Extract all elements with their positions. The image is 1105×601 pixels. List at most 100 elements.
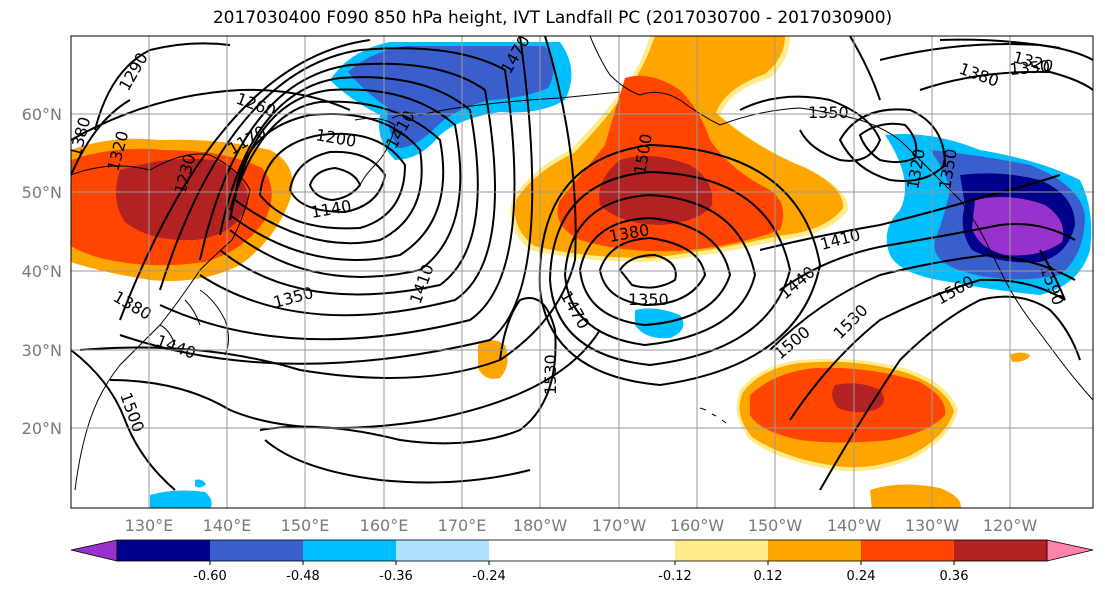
colorbar-tick-label: -0.48	[286, 569, 320, 584]
latitude-labels: 60°N 50°N 40°N 30°N 20°N	[22, 105, 62, 438]
shade-small-blue-2	[150, 490, 212, 508]
coastline-alaska	[589, 36, 961, 201]
lat-label: 30°N	[22, 341, 62, 360]
contour-label: 1350	[628, 290, 669, 309]
contour-1500-w	[71, 349, 176, 491]
colorbar-extend-low	[70, 539, 118, 562]
colorbar-cell	[210, 540, 304, 561]
contour-label: 1350	[808, 103, 849, 122]
colorbar-cell	[954, 540, 1048, 561]
contour-w-7	[119, 36, 534, 365]
longitude-labels: 130°E 140°E 150°E 160°E 170°E 180°W 170°…	[125, 516, 1038, 535]
map-title: 2017030400 F090 850 hPa height, IVT Land…	[212, 8, 893, 28]
map-area: 1290 1260 1320 1380 1230 1170 1200 1140 …	[71, 36, 1093, 508]
lon-label: 140°E	[203, 516, 252, 535]
map-frame	[70, 35, 1094, 509]
coastline-asia	[71, 153, 251, 491]
contour-w-2	[229, 100, 445, 261]
lon-label: 160°W	[670, 516, 725, 535]
lon-label: 170°E	[438, 516, 487, 535]
contour-e-1500	[769, 253, 1076, 351]
contour-low-1140	[308, 166, 362, 202]
shade-pnw-purple	[972, 196, 1064, 256]
lon-label: 170°W	[592, 516, 647, 535]
shade-small-blue-3	[195, 479, 206, 488]
ivt-shading	[71, 36, 1092, 508]
contour-low2-1440	[563, 193, 757, 347]
contour-w-5	[199, 62, 496, 317]
contour-ne-4	[919, 70, 1093, 91]
lat-label: 40°N	[22, 262, 62, 281]
contour-1290	[94, 42, 231, 131]
lon-label: 150°E	[281, 516, 330, 535]
colorbar: -0.60 -0.48 -0.36 -0.24 -0.12 0.12 0.24 0.36	[70, 539, 1094, 584]
contour-low2-1380	[598, 236, 707, 307]
contour-e-1560	[819, 295, 1081, 491]
contour-e-1590	[1039, 249, 1066, 301]
contour-label: 1530	[541, 354, 560, 395]
height-contours	[71, 36, 1093, 491]
contour-ne-6	[939, 38, 1061, 49]
contour-low2-1470	[548, 170, 792, 367]
colorbar-tick-label: -0.12	[658, 569, 692, 584]
lon-label: 140°W	[827, 516, 882, 535]
colorbar-tick-label: -0.60	[193, 569, 227, 584]
lat-label: 50°N	[22, 183, 62, 202]
colorbar-cell	[768, 540, 862, 561]
colorbar-tick-label: 0.24	[847, 569, 876, 584]
colorbar-cell	[303, 540, 397, 561]
colorbar-cell	[861, 540, 955, 561]
contour-low-1200	[258, 132, 407, 230]
coastlines	[71, 36, 1093, 491]
colorbar-frame	[116, 539, 1048, 562]
contour-ne-2	[858, 122, 918, 164]
colorbar-cell	[117, 540, 211, 561]
colorbar-tick-label: 0.36	[940, 569, 969, 584]
contour-w-8	[79, 36, 577, 379]
contour-w-3	[229, 88, 462, 278]
graticule	[71, 36, 1093, 508]
contour-1530-w	[259, 297, 557, 445]
contour-ne-5	[879, 43, 1093, 61]
colorbar-cell	[675, 540, 769, 561]
contour-w-6	[159, 47, 516, 341]
contour-ne-3	[838, 108, 947, 182]
lat-label: 20°N	[22, 419, 62, 438]
lon-label: 150°W	[748, 516, 803, 535]
contour-ne-1	[739, 95, 882, 162]
coastline-korea-japan	[159, 289, 229, 356]
coastline-aleutians	[419, 91, 621, 116]
contour-low-1170	[288, 150, 387, 214]
contour-low2-1500	[538, 143, 822, 387]
contour-e-1440	[779, 223, 1076, 291]
lon-label: 130°E	[125, 516, 174, 535]
lon-label: 160°E	[360, 516, 409, 535]
colorbar-cell	[582, 540, 676, 561]
colorbar-cell	[396, 540, 490, 561]
contour-label: 1350	[1009, 57, 1051, 79]
contour-e-1410	[759, 174, 1061, 251]
colorbar-tick-label: -0.24	[472, 569, 506, 584]
colorbar-cell	[489, 540, 583, 561]
colorbar-extend-high	[1046, 539, 1094, 562]
colorbar-tick-label: -0.36	[379, 569, 413, 584]
contour-1530-tail	[264, 439, 531, 484]
contour-1260	[71, 88, 351, 141]
contour-e-1530	[789, 278, 1066, 421]
shade-small-orange-3	[1010, 352, 1030, 362]
contour-1320	[71, 99, 131, 176]
lon-label: 180°W	[513, 516, 568, 535]
lat-label: 60°N	[22, 105, 62, 124]
contour-low2-1410	[578, 216, 732, 327]
lon-label: 130°W	[905, 516, 960, 535]
contour-w-4	[219, 76, 479, 296]
contour-w-1	[234, 113, 423, 245]
shade-gulf-darkred	[599, 156, 713, 225]
lon-label: 120°W	[983, 516, 1038, 535]
coastline-hawaii	[699, 407, 727, 424]
colorbar-tick-label: 0.12	[754, 569, 783, 584]
shade-small-orange-2	[870, 484, 961, 508]
contour-low2-1350	[618, 253, 677, 289]
coastline-north-america	[959, 199, 1093, 401]
